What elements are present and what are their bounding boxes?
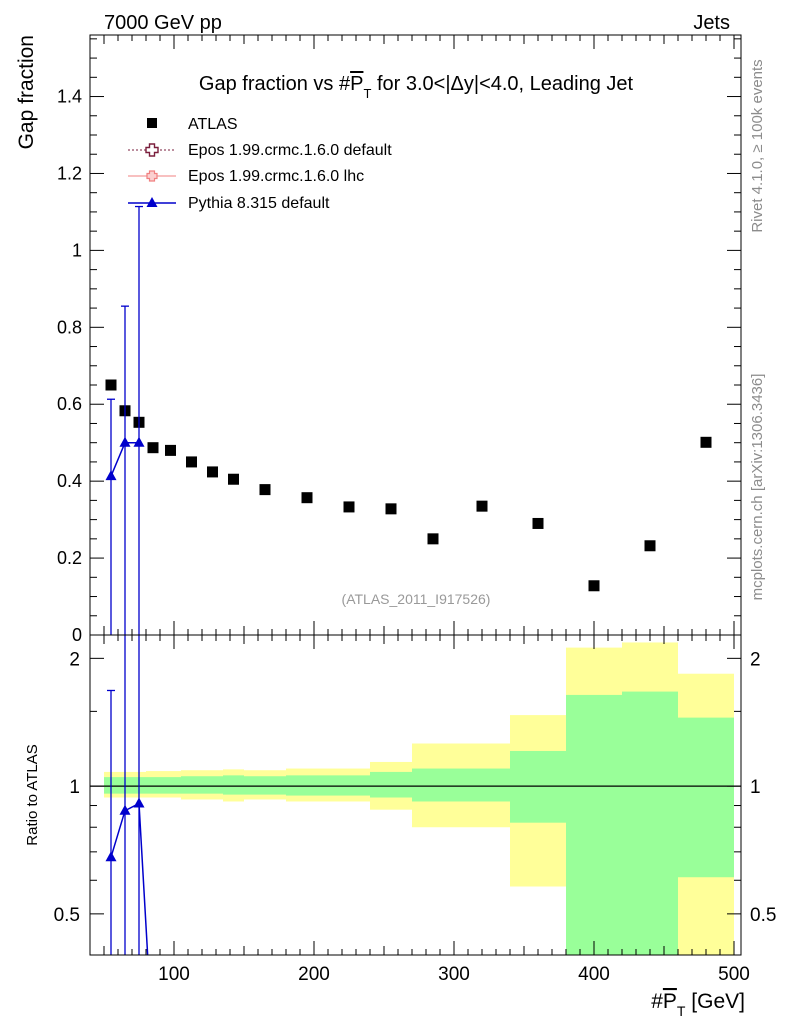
ratio-inner-band	[678, 717, 734, 878]
ratio-frame	[89, 634, 742, 956]
ratio-data-layer	[105, 635, 149, 955]
ratio-inner-band	[370, 771, 412, 798]
atlas-data-point	[427, 533, 439, 545]
ratio-y-ticks: 0.5 0.5 1 1 2 2	[54, 649, 777, 926]
pythia-data-point	[105, 470, 117, 481]
ratio-pythia-point	[133, 797, 145, 808]
legend-epos-default-label: Epos 1.99.crmc.1.6.0 default	[188, 142, 392, 159]
atlas-data-point	[186, 456, 197, 468]
pythia-data-point	[133, 436, 145, 447]
ratio-y-tick-label-right: 1	[750, 777, 761, 798]
ratio-inner-band	[510, 750, 566, 823]
ratio-pythia-line	[110, 802, 149, 955]
ratio-y-tick-label: 1	[69, 777, 80, 798]
process-label: Jets	[693, 12, 730, 34]
atlas-data-point	[259, 484, 271, 496]
atlas-data-point	[343, 501, 355, 513]
main-title: Gap fraction vs #PT for 3.0<|Δy|<4.0, Le…	[199, 73, 634, 101]
pythia-data-point	[119, 436, 131, 447]
main-data-layer	[105, 205, 712, 635]
ratio-inner-band	[202, 776, 223, 794]
main-y-zero-label: 0	[72, 625, 82, 645]
legend: ATLAS Epos 1.99.crmc.1.6.0 default Epos …	[128, 116, 392, 212]
ratio-y-tick-label-right: 0.5	[750, 905, 776, 926]
ratio-inner-band	[181, 776, 202, 794]
atlas-data-point	[700, 436, 712, 448]
legend-atlas-label: ATLAS	[188, 116, 238, 133]
atlas-data-point	[532, 517, 544, 529]
ratio-pythia-point	[105, 851, 117, 862]
main-y-tick-label: 0.8	[57, 317, 82, 337]
ratio-y-tick-label: 2	[69, 649, 80, 670]
atlas-data-point	[207, 466, 218, 478]
atlas-data-point	[588, 580, 600, 592]
ratio-inner-band	[286, 775, 328, 796]
atlas-data-point	[476, 500, 488, 512]
ratio-y-tick-label-right: 2	[750, 649, 761, 670]
legend-epos-lhc-label: Epos 1.99.crmc.1.6.0 lhc	[188, 168, 364, 185]
ratio-inner-band	[244, 776, 286, 795]
legend-atlas-marker	[147, 118, 157, 128]
ratio-inner-band	[622, 691, 678, 955]
legend-pythia-marker	[128, 197, 176, 207]
x-tick-label: 500	[718, 964, 750, 985]
ratio-inner-band	[412, 768, 454, 802]
mcplots-label: mcplots.cern.ch [arXiv:1306.3436]	[749, 374, 766, 601]
ratio-pythia-point	[119, 804, 131, 815]
atlas-data-point	[644, 540, 656, 552]
ratio-inner-band	[328, 775, 370, 796]
ratio-panel: 0.5 0.5 1 1 2 2 100 200 300 400 500 Ratio to ATLA…	[24, 634, 777, 1019]
analysis-watermark: (ATLAS_2011_I917526)	[342, 591, 491, 607]
ratio-y-tick-label: 0.5	[54, 905, 80, 926]
main-y-tick-label: 0.2	[57, 548, 82, 568]
legend-pythia-label: Pythia 8.315 default	[188, 195, 330, 212]
ratio-inner-band	[454, 768, 510, 802]
ratio-inner-band	[223, 775, 244, 795]
main-panel: 0.2 0.4 0.6 0.8 1 1.2 1.4 Gap fraction vs #PT …	[15, 34, 742, 645]
ratio-x-ticks: 100 200 300 400 500	[103, 635, 750, 985]
atlas-data-point	[228, 473, 239, 485]
x-tick-label: 100	[158, 964, 190, 985]
x-axis-label: #PT [GeV]	[651, 990, 745, 1019]
x-tick-label: 200	[298, 964, 330, 985]
ratio-y-axis-label: Ratio to ATLAS	[24, 744, 41, 845]
ratio-inner-band	[146, 777, 160, 794]
atlas-data-point	[301, 492, 313, 504]
x-tick-label: 400	[578, 964, 610, 985]
ratio-inner-band	[566, 694, 622, 955]
main-y-ticks: 0.2 0.4 0.6 0.8 1 1.2 1.4	[57, 35, 741, 635]
atlas-data-point	[165, 444, 176, 456]
ratio-bands	[90, 642, 741, 955]
main-y-tick-label: 0.6	[57, 394, 82, 414]
main-y-tick-label: 1	[72, 240, 82, 260]
legend-epos-lhc-marker	[128, 170, 176, 182]
energy-label: 7000 GeV pp	[104, 12, 222, 34]
atlas-data-point	[147, 442, 159, 454]
rivet-version-label: Rivet 4.1.0, ≥ 100k events	[749, 59, 766, 232]
main-y-tick-label: 0.4	[57, 471, 82, 491]
legend-epos-default-marker	[128, 143, 176, 157]
x-tick-label: 300	[438, 964, 470, 985]
ratio-inner-band	[160, 777, 181, 794]
atlas-data-point	[385, 503, 397, 515]
atlas-data-point	[105, 379, 117, 391]
main-y-tick-label: 1.4	[57, 87, 82, 107]
main-y-axis-label: Gap fraction	[15, 35, 38, 149]
main-y-tick-label: 1.2	[57, 163, 82, 183]
